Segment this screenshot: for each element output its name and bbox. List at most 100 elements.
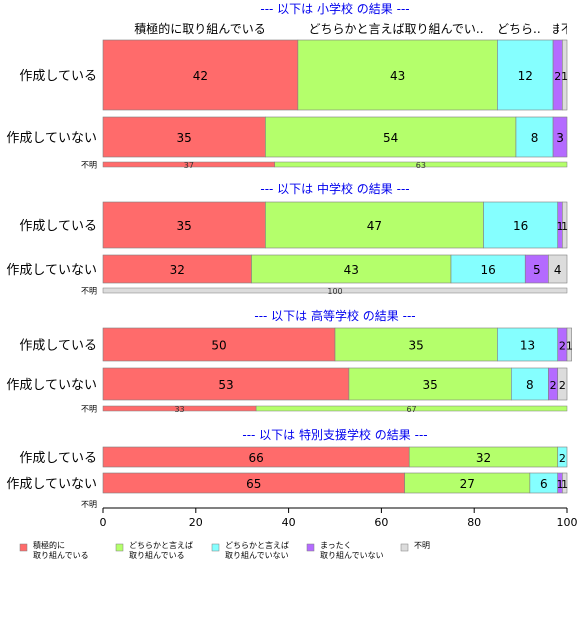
data-label: 66: [248, 451, 263, 465]
unknown-data-label: 63: [416, 161, 426, 170]
legend-label: 不明: [414, 541, 430, 550]
bar-segment: [511, 367, 549, 401]
unknown-segment: [102, 287, 568, 294]
column-header: どちら..: [497, 22, 541, 36]
data-label: 16: [513, 219, 528, 233]
data-label: 2: [550, 379, 557, 392]
unknown-row-label: 不明: [81, 287, 97, 296]
data-label: 4: [554, 263, 562, 277]
bar-segment: [483, 201, 559, 249]
row-label: 作成していない: [6, 131, 97, 146]
bar-segment: [566, 327, 572, 362]
bar-segment: [102, 367, 350, 401]
data-label: 12: [518, 69, 533, 83]
bar-segment: [557, 367, 568, 401]
group-title: --- 以下は 特別支援学校 の結果 ---: [242, 427, 427, 442]
data-label: 54: [383, 131, 398, 145]
data-label: 35: [177, 131, 192, 145]
bar-segment: [562, 472, 568, 494]
legend-swatch: [400, 543, 409, 552]
row-label: 作成している: [19, 339, 97, 354]
bar-segment: [497, 327, 559, 362]
data-label: 43: [344, 263, 359, 277]
data-label: 2: [559, 340, 566, 353]
unknown-data-label: 100: [327, 287, 342, 296]
row-label: 作成していない: [6, 378, 97, 393]
bar-segment: [557, 446, 568, 468]
group-title: --- 以下は 中学校 の結果 ---: [260, 181, 409, 196]
x-tick-label: 0: [100, 516, 107, 529]
unknown-row-label: 不明: [81, 405, 97, 414]
unknown-data-label: 33: [174, 405, 184, 414]
legend-label: 取り組んでいる: [33, 550, 89, 560]
data-label: 3: [556, 131, 564, 145]
column-header: どちらかと言えば取り組んでい..: [308, 22, 483, 36]
unknown-row-label: 不明: [81, 161, 97, 170]
x-tick-label: 80: [467, 516, 481, 529]
legend-label: どちらかと言えば: [225, 540, 289, 550]
data-label: 8: [531, 131, 539, 145]
unknown-row-label: 不明: [81, 500, 97, 509]
data-label: 2: [559, 452, 566, 465]
data-label: 35: [409, 339, 424, 353]
bar-segment: [297, 39, 498, 111]
bar-segment: [562, 39, 568, 111]
row-label: 作成している: [19, 219, 97, 234]
legend-swatch: [306, 543, 315, 552]
bar-segment: [102, 116, 266, 158]
data-label: 65: [246, 477, 261, 491]
unknown-data-label: 37: [184, 161, 194, 170]
x-tick-label: 20: [189, 516, 203, 529]
bar-segment: [102, 201, 266, 249]
data-label: 1: [561, 478, 568, 491]
data-label: 2: [559, 379, 566, 392]
column-header: ま: [551, 22, 563, 36]
unknown-data-label: 67: [406, 405, 416, 414]
column-header: 不明: [561, 22, 580, 36]
data-label: 2: [554, 70, 561, 83]
data-label: 53: [218, 378, 233, 392]
column-header: 積極的に取り組んでいる: [134, 21, 265, 36]
data-label: 6: [540, 477, 548, 491]
row-label: 作成している: [19, 69, 97, 84]
data-label: 43: [390, 69, 405, 83]
data-label: 1: [566, 340, 573, 353]
legend-label: 取り組んでいない: [225, 550, 289, 560]
data-label: 1: [561, 220, 568, 233]
data-label: 13: [520, 339, 535, 353]
data-label: 50: [211, 339, 226, 353]
bar-segment: [265, 201, 484, 249]
data-label: 35: [177, 219, 192, 233]
group-title: --- 以下は 高等学校 の結果 ---: [254, 308, 415, 323]
data-label: 32: [170, 263, 185, 277]
row-label: 作成していない: [6, 477, 97, 492]
x-tick-label: 100: [557, 516, 578, 529]
legend-label: どちらかと言えば: [129, 540, 193, 550]
data-label: 1: [557, 478, 564, 491]
legend-label: まったく: [320, 541, 352, 550]
data-label: 42: [193, 69, 208, 83]
legend-label: 取り組んでいる: [129, 550, 185, 560]
row-label: 作成していない: [6, 263, 97, 278]
legend-swatch: [115, 543, 124, 552]
bar-segment: [251, 254, 452, 284]
bar-segment: [552, 116, 568, 158]
bar-segment: [348, 367, 512, 401]
unknown-segment: [274, 161, 568, 168]
x-tick-label: 60: [374, 516, 388, 529]
x-tick-label: 40: [282, 516, 296, 529]
data-label: 35: [422, 378, 437, 392]
data-label: 5: [533, 263, 541, 277]
bar-segment: [548, 254, 568, 284]
bar-segment: [334, 327, 498, 362]
bar-segment: [562, 201, 568, 249]
legend-swatch: [211, 543, 220, 552]
data-label: 1: [557, 220, 564, 233]
legend-label: 取り組んでいない: [320, 550, 384, 560]
data-label: 8: [526, 378, 534, 392]
data-label: 16: [480, 263, 495, 277]
legend-label: 積極的に: [33, 540, 65, 550]
unknown-segment: [255, 405, 568, 412]
